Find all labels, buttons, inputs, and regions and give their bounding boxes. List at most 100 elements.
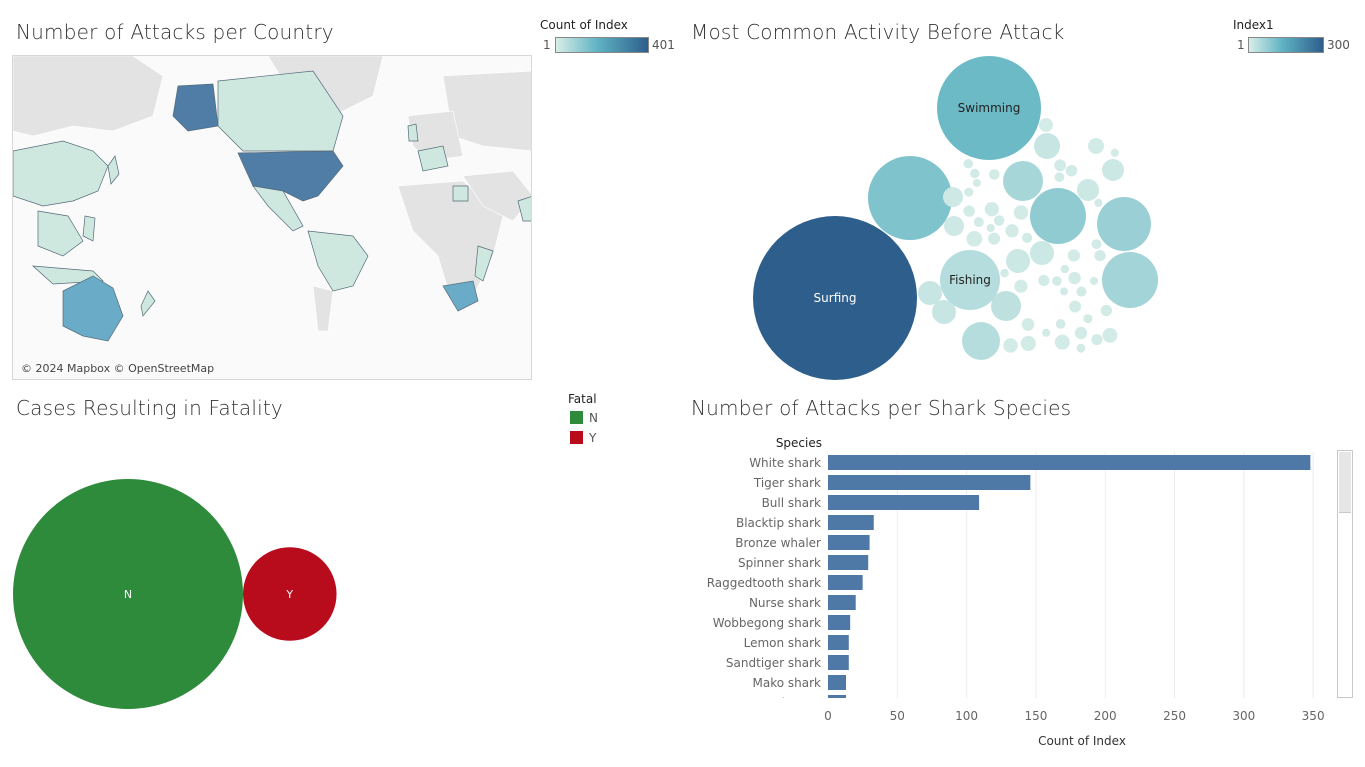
activity-bubble[interactable] <box>1039 118 1053 132</box>
activity-bubble[interactable] <box>932 300 956 324</box>
legend-label-y: Y <box>589 431 597 445</box>
activity-bubble[interactable] <box>1088 138 1104 154</box>
activity-bubble-small[interactable] <box>1054 159 1067 172</box>
world-map[interactable]: © 2024 Mapbox © OpenStreetMap <box>12 55 532 380</box>
species-bar[interactable] <box>828 695 847 710</box>
species-bar[interactable] <box>828 635 849 650</box>
activity-bubble-small[interactable] <box>1054 172 1065 183</box>
activity-bubble[interactable] <box>991 291 1021 321</box>
species-bar[interactable] <box>828 515 874 530</box>
fatality-bubble-y[interactable] <box>243 547 337 641</box>
activity-bubble-small[interactable] <box>1013 205 1029 220</box>
activity-bubble-small[interactable] <box>1094 198 1103 207</box>
legend-swatch-y[interactable] <box>570 431 583 444</box>
activity-bubble-small[interactable] <box>1091 334 1103 346</box>
activity-bubble-small[interactable] <box>1005 224 1019 238</box>
species-xtick: 250 <box>1163 709 1186 723</box>
species-bar-chart[interactable]: White shark Tiger shark Bull shark Blacktip… <box>690 430 1335 760</box>
activity-bubble-small[interactable] <box>1067 249 1081 262</box>
activity-bubble-small[interactable] <box>973 217 984 228</box>
species-bar[interactable] <box>828 595 856 610</box>
species-bar[interactable] <box>828 555 869 570</box>
activity-bubble-small[interactable] <box>988 232 1001 245</box>
species-label: Bull shark <box>762 496 821 510</box>
activity-bubble-small[interactable] <box>986 223 995 233</box>
activity-bubble-small[interactable] <box>1065 164 1078 177</box>
activity-bubble-small[interactable] <box>1020 335 1036 351</box>
activity-bubble-small[interactable] <box>1076 343 1086 353</box>
activity-color-legend <box>1248 37 1324 53</box>
activity-bubble-small[interactable] <box>1003 338 1018 353</box>
activity-bubble-small[interactable] <box>988 169 1000 180</box>
activity-bubble[interactable] <box>1003 161 1043 201</box>
activity-bubble-small[interactable] <box>1091 239 1102 250</box>
activity-bubble[interactable] <box>1030 241 1054 265</box>
activity-bubble[interactable] <box>1034 133 1060 159</box>
activity-bubble[interactable] <box>1102 252 1158 308</box>
activity-bubble-small[interactable] <box>1074 326 1088 340</box>
map-country-mexico <box>252 185 304 232</box>
activity-bubble-small[interactable] <box>1042 328 1051 337</box>
activity-bubble-small[interactable] <box>966 231 983 247</box>
activity-bubble-small[interactable] <box>1102 327 1118 343</box>
species-bar[interactable] <box>828 495 980 510</box>
activity-bubble[interactable] <box>868 156 952 240</box>
activity-bubble-surfing[interactable] <box>753 216 917 380</box>
activity-bubble-small[interactable] <box>984 202 1000 217</box>
activity-bubble-fishing[interactable] <box>940 250 1000 310</box>
species-label: Nurse shark <box>749 596 821 610</box>
fatality-bubble-n[interactable] <box>13 479 243 709</box>
activity-bubble[interactable] <box>1006 249 1030 273</box>
activity-bubble-small[interactable] <box>1069 300 1082 313</box>
activity-bubble-small[interactable] <box>1055 318 1066 329</box>
species-xtick: 350 <box>1302 709 1325 723</box>
activity-bubble-small[interactable] <box>1094 249 1106 262</box>
activity-bubble[interactable] <box>943 187 963 207</box>
activity-bubble[interactable] <box>962 322 1000 360</box>
activity-bubble-small[interactable] <box>1054 334 1070 350</box>
species-bar[interactable] <box>828 615 851 630</box>
activity-bubble-small[interactable] <box>1014 279 1028 293</box>
species-bar[interactable] <box>828 655 849 670</box>
species-bar[interactable] <box>828 475 1031 490</box>
activity-bubble-small[interactable] <box>1038 274 1050 287</box>
activity-bubble-small[interactable] <box>1076 286 1087 297</box>
activity-bubble-small[interactable] <box>1100 304 1113 317</box>
activity-bubble-small[interactable] <box>1022 232 1033 243</box>
legend-swatch-n[interactable] <box>570 411 583 424</box>
species-scrollbar[interactable] <box>1337 450 1353 698</box>
activity-bubble-small[interactable] <box>1021 318 1035 331</box>
activity-bubble-swimming[interactable] <box>937 56 1041 160</box>
map-country-china <box>13 140 109 207</box>
activity-bubble-small[interactable] <box>970 168 980 179</box>
activity-bubble[interactable] <box>1077 179 1099 201</box>
activity-bubble-label-surfing: Surfing <box>814 291 857 305</box>
activity-bubble-small[interactable] <box>1060 287 1069 296</box>
species-scroll-thumb[interactable] <box>1339 452 1351 513</box>
activity-bubble-small[interactable] <box>964 187 974 197</box>
species-bar[interactable] <box>828 675 847 690</box>
activity-bubble-small[interactable] <box>1068 271 1081 285</box>
activity-bubble-small[interactable] <box>1110 148 1119 157</box>
activity-bubble[interactable] <box>1102 159 1124 181</box>
activity-bubble-small[interactable] <box>972 178 981 187</box>
activity-bubble-small[interactable] <box>1000 268 1009 278</box>
activity-bubble[interactable] <box>1097 197 1151 251</box>
species-bar[interactable] <box>828 575 863 590</box>
species-xtick: 50 <box>890 709 905 723</box>
species-bar[interactable] <box>828 455 1311 470</box>
activity-bubble-small[interactable] <box>1083 314 1093 324</box>
activity-bubble-small[interactable] <box>1089 276 1099 285</box>
activity-bubble-small[interactable] <box>1052 276 1062 286</box>
species-bar[interactable] <box>828 535 870 550</box>
activity-bubble[interactable] <box>1030 188 1086 244</box>
activity-bubble-small[interactable] <box>993 215 1005 226</box>
activity-bubble-small[interactable] <box>963 205 975 217</box>
species-label: Unknown <box>765 696 821 710</box>
activity-bubble-chart[interactable]: Surfing Swimming Fishing <box>690 50 1210 385</box>
activity-bubble[interactable] <box>918 281 942 305</box>
activity-bubble[interactable] <box>944 216 964 236</box>
activity-bubble-small[interactable] <box>1060 264 1070 274</box>
activity-bubble-small[interactable] <box>963 158 974 169</box>
